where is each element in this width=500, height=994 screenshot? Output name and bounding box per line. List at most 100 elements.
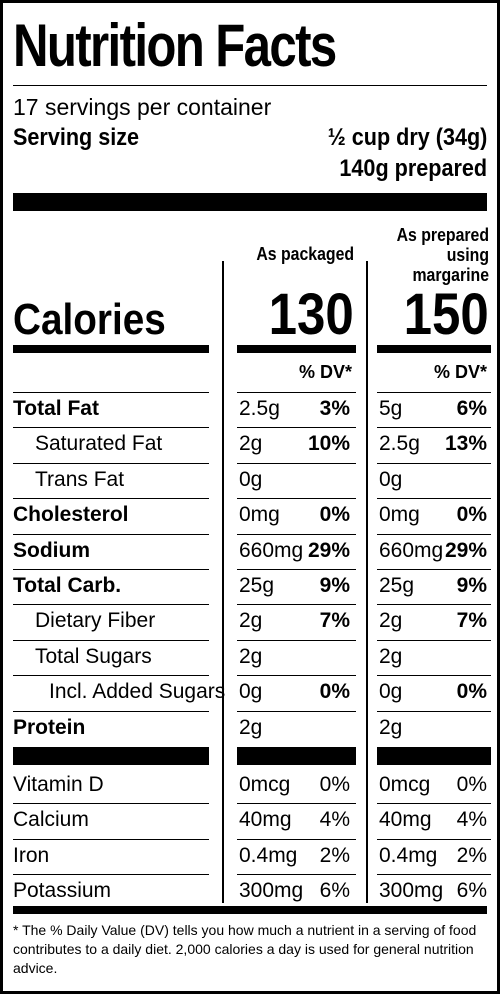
row-rule [237, 462, 356, 464]
row-rule [377, 569, 491, 570]
packaged-column-header: As packaged [256, 244, 354, 264]
packaged-amount: 0mcg [239, 773, 291, 796]
row-rule [237, 604, 356, 606]
title-rule [13, 85, 487, 86]
row-rule [377, 462, 491, 464]
prepared-amount: 2g [379, 609, 403, 633]
packaged-dv: 0% [319, 680, 350, 704]
prepared-column-header-line2: using [446, 245, 489, 265]
nutrient-name: Dietary Fiber [35, 609, 156, 633]
vitamin-name: Potassium [13, 879, 112, 903]
vitamin-name: Iron [13, 843, 50, 867]
row-rule [377, 710, 491, 712]
nutrient-name: Total Carb. [13, 574, 122, 597]
calories-bar-prepared [377, 345, 491, 353]
vitamin-name: Calcium [13, 808, 89, 832]
row-rule [237, 639, 356, 641]
packaged-dv: 6% [319, 879, 350, 903]
row-rule [13, 838, 209, 840]
packaged-dv: 0% [319, 773, 350, 796]
prepared-dv: 7% [456, 609, 487, 633]
row-rule [13, 569, 209, 570]
calories-label: Calories [13, 295, 166, 344]
prepared-amount: 2g [379, 644, 403, 668]
row-rule [377, 392, 491, 393]
dv-header-packaged: % DV* [298, 362, 352, 382]
label-title: Nutrition Facts [13, 12, 337, 79]
serving-thick-bar [13, 193, 487, 211]
packaged-amount: 2g [239, 715, 263, 739]
row-rule [377, 533, 491, 535]
row-rule [237, 710, 356, 712]
row-rule [377, 874, 491, 876]
row-rule [13, 462, 209, 464]
packaged-dv: 9% [319, 574, 350, 597]
serving-size-value: ½ cup dry (34g) [327, 124, 487, 151]
row-rule [13, 392, 209, 393]
prepared-dv: 9% [456, 574, 487, 597]
row-rule [377, 639, 491, 641]
row-rule [13, 803, 209, 805]
packaged-dv: 4% [319, 808, 350, 832]
row-rule [237, 533, 356, 535]
row-rule [237, 675, 356, 677]
packaged-dv: 2% [319, 843, 350, 867]
row-rule [13, 427, 209, 429]
nutrient-name: Cholesterol [13, 503, 129, 527]
prepared-dv: 0% [456, 773, 487, 796]
nutrient-name: Incl. Added Sugars [49, 680, 226, 704]
nutrient-name: Trans Fat [35, 467, 125, 491]
packaged-amount: 2g [239, 432, 263, 456]
packaged-amount: 660mg [239, 538, 304, 562]
nutrient-name: Total Fat [13, 397, 99, 420]
nutrient-name: Protein [13, 715, 86, 739]
row-rule [237, 392, 356, 393]
row-rule [13, 604, 209, 606]
row-rule [237, 569, 356, 570]
prepared-dv: 29% [444, 538, 487, 562]
row-rule [377, 604, 491, 606]
packaged-amount: 300mg [239, 879, 304, 903]
row-rule [237, 838, 356, 840]
prepared-dv: 6% [456, 879, 487, 903]
calories-prepared: 150 [403, 282, 489, 347]
row-rule [13, 874, 209, 876]
prepared-amount: 0mcg [379, 773, 431, 796]
packaged-amount: 0mg [239, 503, 280, 527]
prepared-amount: 300mg [379, 879, 444, 903]
vitamin-name: Vitamin D [13, 773, 104, 796]
column-divider-right [366, 261, 368, 903]
nutrient-name: Sodium [13, 538, 90, 562]
calories-packaged: 130 [268, 282, 354, 347]
row-rule [13, 675, 209, 677]
dv-header-prepared: % DV* [433, 362, 487, 382]
nutrient-name: Saturated Fat [35, 432, 163, 456]
row-rule [377, 675, 491, 677]
serving-size-label: Serving size [13, 124, 140, 151]
vitamin-bar-packaged [237, 747, 356, 765]
packaged-amount: 2g [239, 609, 263, 633]
vitamin-bar-left [13, 747, 209, 765]
nutrient-name: Total Sugars [35, 644, 152, 668]
packaged-amount: 2.5g [239, 397, 280, 420]
prepared-amount: 0mg [379, 503, 420, 527]
prepared-column-header-line1: As prepared [396, 225, 489, 245]
column-divider-left [222, 261, 224, 903]
packaged-amount: 0.4mg [239, 843, 298, 867]
prepared-dv: 6% [456, 397, 487, 420]
row-rule [13, 639, 209, 641]
prepared-dv: 13% [444, 432, 487, 456]
prepared-amount: 40mg [379, 808, 432, 832]
packaged-amount: 0g [239, 680, 263, 704]
prepared-amount: 0g [379, 467, 403, 491]
prepared-dv: 4% [456, 808, 487, 832]
packaged-dv: 29% [307, 538, 350, 562]
packaged-dv: 10% [307, 432, 350, 456]
row-rule [13, 498, 209, 500]
row-rule [237, 427, 356, 429]
row-rule [377, 803, 491, 805]
calories-bar-left [13, 345, 209, 353]
row-rule [377, 838, 491, 840]
footnote: * The % Daily Value (DV) tells you how m… [13, 922, 477, 976]
